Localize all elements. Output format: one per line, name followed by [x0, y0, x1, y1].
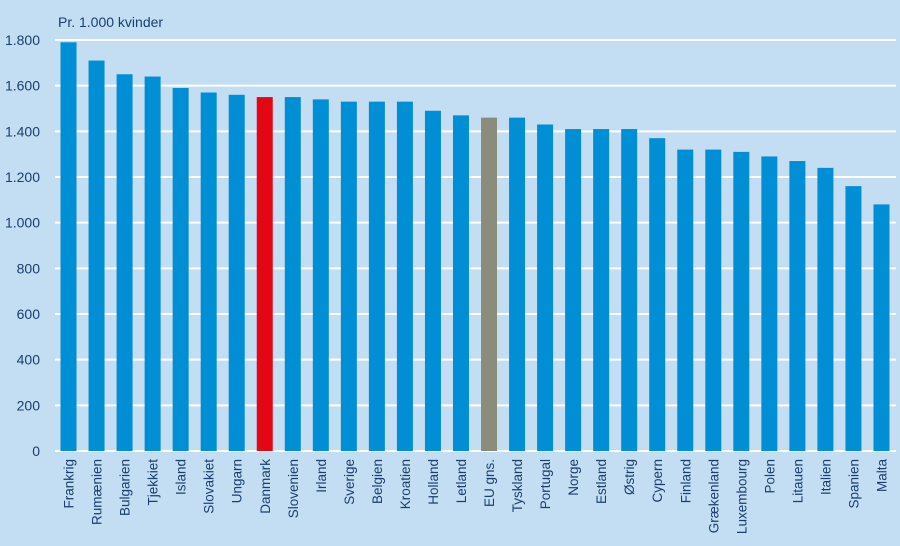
bars: [60, 42, 890, 452]
bar: [733, 151, 750, 451]
x-tick-label: Slovakiet: [202, 459, 217, 514]
x-tick-label: EU gns.: [482, 459, 497, 507]
x-tick-label: Estland: [594, 459, 609, 504]
bar: [593, 129, 610, 452]
bar: [537, 124, 554, 451]
y-tick-label: 1.600: [5, 78, 40, 94]
bar: [172, 87, 189, 451]
bar: [368, 101, 385, 452]
x-tick-label: Slovenien: [286, 459, 301, 518]
bar: [649, 138, 666, 451]
y-tick-label: 600: [17, 306, 41, 322]
y-tick-label: 0: [32, 443, 40, 459]
bar: [396, 101, 413, 452]
y-axis-ticks: 0 200 400 600 800 1.000 1.200 1.400 1.600 1.800: [5, 32, 40, 459]
unit-label: Pr. 1.000 kvinder: [58, 14, 163, 30]
x-axis-labels: Frankrig Rumænien Bulgarien Tjekkiet Island S…: [62, 459, 890, 535]
x-tick-label: Bulgarien: [118, 459, 133, 516]
bar: [677, 149, 694, 451]
y-tick-label: 200: [17, 397, 41, 413]
x-tick-label: Island: [174, 459, 189, 495]
x-tick-label: Malta: [874, 459, 889, 493]
x-tick-label: Letland: [454, 459, 469, 503]
y-tick-label: 400: [17, 352, 41, 368]
x-tick-label: Norge: [566, 459, 581, 496]
x-tick-label: Litauen: [790, 459, 805, 503]
bar: [424, 110, 441, 452]
bar: [509, 117, 526, 451]
bar: [621, 129, 638, 452]
x-tick-label: Østrig: [622, 459, 637, 495]
bar: [565, 129, 582, 452]
x-tick-label: Luxembourg: [734, 459, 749, 534]
x-tick-label: Holland: [426, 459, 441, 505]
bar: [60, 42, 77, 452]
bar: [116, 74, 133, 451]
bar: [200, 92, 217, 452]
y-tick-label: 1.200: [5, 169, 40, 185]
y-tick-label: 1.000: [5, 215, 40, 231]
y-tick-label: 1.800: [5, 32, 40, 48]
x-tick-label: Kroatien: [398, 459, 413, 509]
bar: [88, 60, 105, 452]
bar: [481, 117, 498, 451]
x-tick-label: Grækenland: [706, 459, 721, 533]
x-tick-label: Irland: [314, 459, 329, 493]
bar: [312, 99, 329, 451]
bar: [789, 161, 806, 451]
y-tick-label: 1.400: [5, 123, 40, 139]
bar: [452, 115, 469, 451]
x-tick-label: Ungarn: [230, 459, 245, 503]
x-tick-label: Belgien: [370, 459, 385, 504]
bar: [705, 149, 722, 451]
x-tick-label: Tyskland: [510, 459, 525, 512]
bar: [284, 97, 301, 451]
x-tick-label: Finland: [678, 459, 693, 503]
x-tick-label: Spanien: [846, 459, 861, 509]
x-tick-label: Tjekkiet: [146, 459, 161, 506]
x-tick-label: Frankrig: [62, 459, 77, 509]
gridlines: [55, 39, 896, 452]
x-tick-label: Portugal: [538, 459, 553, 509]
bar: [228, 94, 245, 452]
bar: [817, 167, 834, 451]
x-tick-label: Cypern: [650, 459, 665, 503]
y-tick-label: 800: [17, 260, 41, 276]
bar: [256, 97, 273, 451]
x-tick-label: Rumænien: [90, 459, 105, 525]
x-tick-label: Polen: [762, 459, 777, 494]
bar: [144, 76, 161, 452]
bar: [845, 186, 862, 451]
x-tick-label: Sverige: [342, 459, 357, 505]
bar: [340, 101, 357, 452]
x-tick-label: Danmark: [258, 459, 273, 514]
bar: [761, 156, 778, 451]
x-tick-label: Italien: [818, 459, 833, 495]
bar: [873, 204, 890, 451]
